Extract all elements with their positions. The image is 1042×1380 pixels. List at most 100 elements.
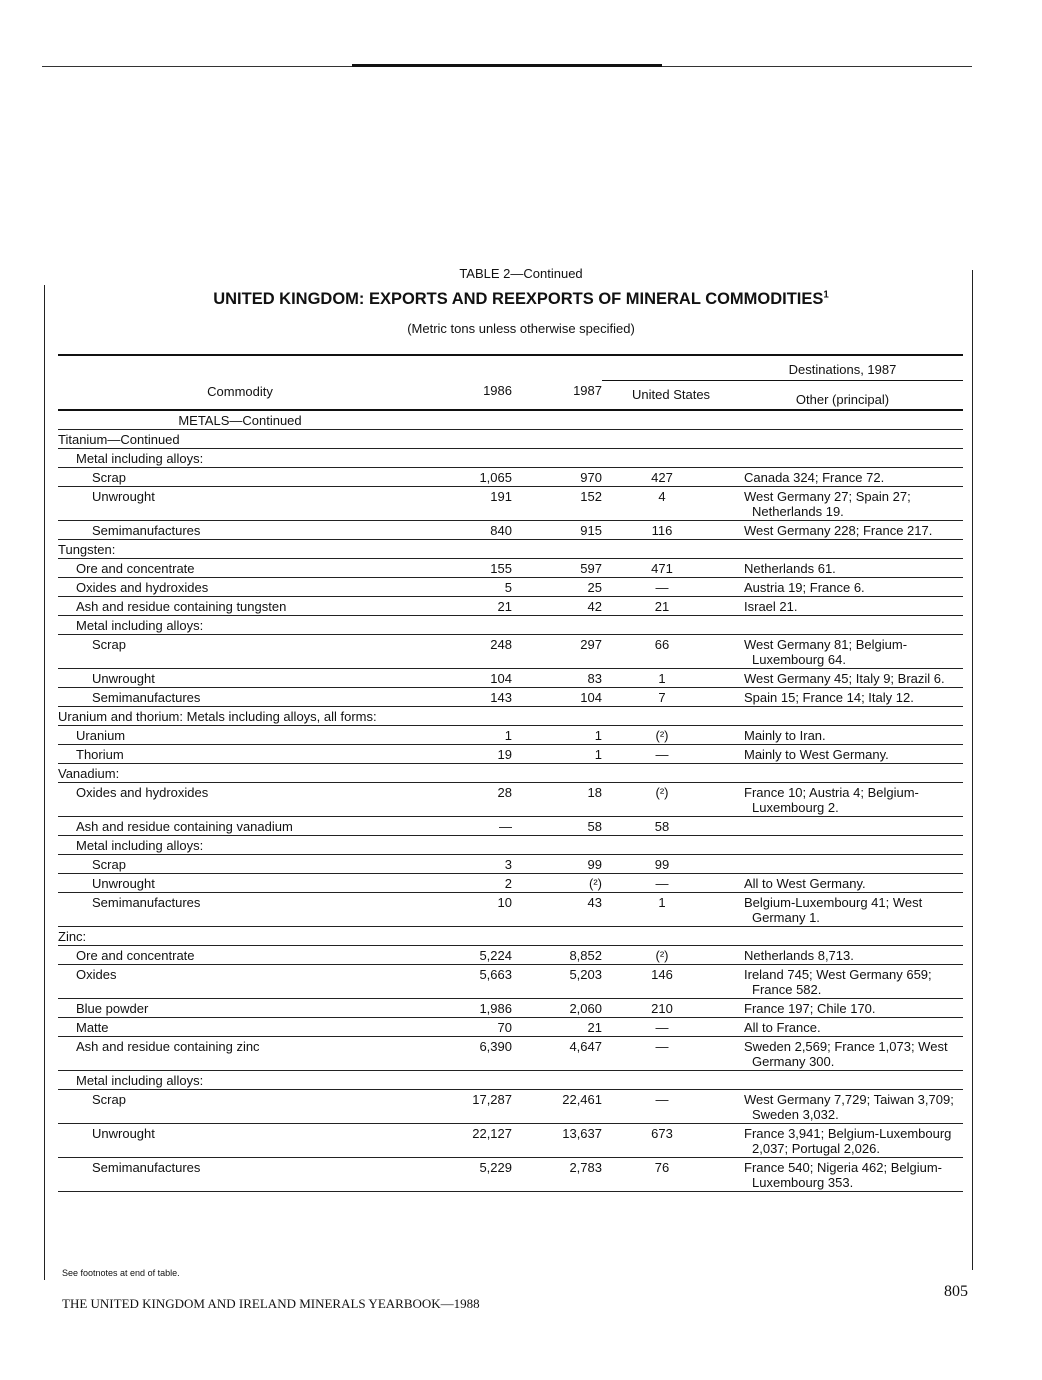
value-1987-cell: 970 — [512, 467, 602, 487]
united-states-cell: 7 — [602, 687, 722, 707]
value-1987-cell — [512, 926, 602, 946]
united-states-text: (²) — [655, 948, 669, 963]
table-row: Uranium 1 1 (²) Mainly to Iran. — [58, 725, 963, 745]
value-1986-cell: 1 — [422, 725, 512, 745]
value-1986-cell: 70 — [422, 1017, 512, 1037]
value-1987-cell: 22,461 — [512, 1089, 602, 1124]
value-1986-cell — [422, 1070, 512, 1090]
commodity-text: Scrap — [92, 637, 126, 652]
value-1986-text: 28 — [497, 785, 512, 800]
table-row: Unwrought 104 83 1 West Germany 45; Italy 9;… — [58, 668, 963, 688]
united-states-cell: — — [602, 873, 722, 893]
value-1987-text: 42 — [587, 599, 602, 614]
other-destinations-cell — [722, 429, 963, 449]
table-body: METALS—Continued Titanium—Continued Metal … — [58, 410, 963, 1192]
value-1987-cell: 5,203 — [512, 964, 602, 999]
value-1987-text: 152 — [580, 489, 602, 504]
united-states-cell: 146 — [602, 964, 722, 999]
value-1986-cell — [422, 615, 512, 635]
value-1986-cell — [422, 539, 512, 559]
other-destinations-text: Canada 324; France 72. — [744, 470, 885, 485]
other-destinations-text: Spain 15; France 14; Italy 12. — [744, 690, 914, 705]
table-row: Unwrought 22,127 13,637 673 France 3,941; Be… — [58, 1123, 963, 1158]
value-1986-text: 1,986 — [479, 1001, 512, 1016]
title-footnote-mark: 1 — [823, 289, 829, 301]
commodity-text: Unwrought — [92, 671, 155, 686]
other-destinations-text: All to France. — [744, 1020, 821, 1035]
commodity-cell: Ash and residue containing tungsten — [58, 596, 422, 616]
commodity-cell: Metal including alloys: — [58, 1070, 422, 1090]
table-row: Zinc: — [58, 926, 963, 946]
united-states-cell — [602, 429, 722, 449]
value-1987-cell: 915 — [512, 520, 602, 540]
other-destinations-cell — [722, 926, 963, 946]
united-states-text: — — [655, 580, 669, 595]
united-states-text: (²) — [655, 728, 669, 743]
other-destinations-text: West Germany 228; France 217. — [744, 523, 933, 538]
header-destinations: Destinations, 1987 — [602, 355, 963, 381]
commodity-cell: Scrap — [58, 634, 422, 669]
value-1986-cell: 2 — [422, 873, 512, 893]
value-1986-cell: 104 — [422, 668, 512, 688]
title-text: UNITED KINGDOM: EXPORTS AND REEXPORTS OF… — [213, 289, 824, 308]
other-destinations-cell: Spain 15; France 14; Italy 12. — [722, 687, 963, 707]
other-destinations-text: West Germany 45; Italy 9; Brazil 6. — [744, 671, 945, 686]
commodity-text: Tungsten: — [58, 542, 116, 557]
other-destinations-text: Israel 21. — [744, 599, 798, 614]
table-row: Ore and concentrate 155 597 471 Netherlands … — [58, 558, 963, 578]
other-destinations-cell: Netherlands 8,713. — [722, 945, 963, 965]
value-1986-cell: 5,663 — [422, 964, 512, 999]
commodity-cell: Uranium and thorium: Metals including al… — [58, 706, 422, 726]
value-1987-cell: 104 — [512, 687, 602, 707]
other-destinations-cell — [722, 763, 963, 783]
commodity-text: Ash and residue containing zinc — [76, 1039, 260, 1054]
commodity-cell: Unwrought — [58, 873, 422, 893]
value-1987-cell: 25 — [512, 577, 602, 597]
section-row: METALS—Continued — [58, 410, 963, 430]
other-destinations-cell: Netherlands 61. — [722, 558, 963, 578]
value-1987-cell — [512, 763, 602, 783]
value-1986-text: 22,127 — [472, 1126, 512, 1141]
table-row: Scrap 3 99 99 — [58, 854, 963, 874]
value-1987-text: 597 — [580, 561, 602, 576]
table-row: Blue powder 1,986 2,060 210 France 197; Chil… — [58, 998, 963, 1018]
united-states-text: 1 — [658, 671, 666, 686]
value-1986-text: 1 — [504, 728, 512, 743]
value-1987-text: 18 — [587, 785, 602, 800]
value-1986-text: 191 — [490, 489, 512, 504]
table-row: Scrap 17,287 22,461 — West Germany 7,729; Ta… — [58, 1089, 963, 1124]
value-1987-cell: 1 — [512, 725, 602, 745]
value-1987-cell — [512, 410, 602, 430]
united-states-text: 21 — [654, 599, 670, 614]
commodity-text: Vanadium: — [58, 766, 120, 781]
table-row: Ash and residue containing tungsten 21 42 2… — [58, 596, 963, 616]
value-1987-text: 970 — [580, 470, 602, 485]
other-destinations-cell: Ireland 745; West Germany 659; France 58… — [722, 964, 963, 999]
value-1986-cell — [422, 429, 512, 449]
united-states-cell: 1 — [602, 668, 722, 688]
united-states-text: 7 — [658, 690, 666, 705]
commodity-text: Ash and residue containing vanadium — [76, 819, 293, 834]
other-destinations-cell: France 3,941; Belgium-Luxembourg 2,037; … — [722, 1123, 963, 1158]
other-destinations-cell: West Germany 7,729; Taiwan 3,709; Sweden… — [722, 1089, 963, 1124]
yearbook-footer: THE UNITED KINGDOM AND IRELAND MINERALS … — [62, 1296, 480, 1311]
value-1986-cell: 840 — [422, 520, 512, 540]
value-1986-cell: 1,986 — [422, 998, 512, 1018]
value-1986-text: 3 — [504, 857, 512, 872]
commodity-text: Blue powder — [76, 1001, 149, 1016]
commodity-text: Titanium—Continued — [58, 432, 180, 447]
value-1987-text: 2,783 — [569, 1160, 602, 1175]
value-1986-cell — [422, 410, 512, 430]
value-1986-text: 10 — [497, 895, 512, 910]
table-row: Scrap 1,065 970 427 Canada 324; France 72. — [58, 467, 963, 487]
other-destinations-cell: Sweden 2,569; France 1,073; West Germany… — [722, 1036, 963, 1071]
commodity-text: Scrap — [92, 1092, 126, 1107]
value-1986-cell: 10 — [422, 892, 512, 927]
commodity-text: Semimanufactures — [92, 895, 201, 910]
table-row: Uranium and thorium: Metals including al… — [58, 706, 963, 726]
other-destinations-text: Mainly to West Germany. — [744, 747, 889, 762]
value-1986-cell: 28 — [422, 782, 512, 817]
value-1986-text: 5,224 — [479, 948, 512, 963]
commodity-cell: METALS—Continued — [58, 410, 422, 430]
